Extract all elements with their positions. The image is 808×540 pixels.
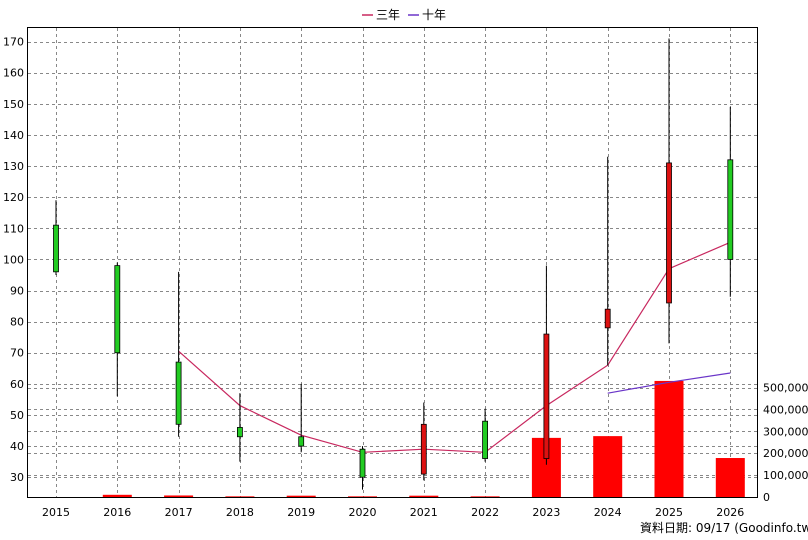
volume-bar	[470, 496, 500, 497]
volume-bar	[102, 494, 132, 497]
price-tick-label: 90	[10, 285, 24, 298]
volume-bar	[593, 436, 623, 497]
volume-tick-label: 400,000	[763, 403, 808, 416]
moving-average-line	[607, 372, 731, 394]
candle-body	[114, 265, 121, 354]
year-tick-label: 2021	[410, 506, 438, 519]
price-tick-label: 50	[10, 409, 24, 422]
volume-tick-label: 200,000	[763, 447, 808, 460]
candle-body	[604, 308, 611, 329]
legend-label-three-year: 三年	[376, 8, 400, 22]
year-axis-ticks: 2015 2016 2017 2018 2019 2020 2021 2022 2023 2024…	[42, 506, 744, 519]
price-tick-label: 130	[3, 160, 24, 173]
candle-body	[359, 448, 366, 478]
price-tick-label: 30	[10, 471, 24, 484]
candle-body	[543, 333, 550, 459]
legend: 三年 十年	[362, 8, 446, 22]
price-tick-label: 160	[3, 67, 24, 80]
price-tick-label: 110	[3, 222, 24, 235]
candlesticks	[53, 38, 734, 490]
year-tick-label: 2016	[103, 506, 131, 519]
candle-body	[727, 159, 734, 260]
candle-body	[420, 423, 427, 475]
volume-tick-label: 500,000	[763, 382, 808, 395]
year-tick-label: 2023	[532, 506, 560, 519]
volume-tick-label: 0	[763, 491, 770, 504]
volume-bar	[286, 495, 316, 497]
price-tick-label: 60	[10, 378, 24, 391]
candle-body	[53, 224, 59, 273]
price-tick-label: 80	[10, 316, 24, 329]
year-tick-label: 2015	[42, 506, 70, 519]
year-tick-label: 2019	[287, 506, 315, 519]
year-tick-label: 2024	[594, 506, 622, 519]
candle-body	[666, 162, 672, 304]
price-tick-label: 170	[3, 36, 24, 49]
price-tick-label: 40	[10, 440, 24, 453]
year-tick-label: 2017	[165, 506, 193, 519]
grid	[28, 28, 757, 497]
year-tick-label: 2018	[226, 506, 254, 519]
volume-tick-label: 100,000	[763, 469, 808, 482]
year-tick-label: 2022	[471, 506, 499, 519]
volume-axis-ticks: 0 100,000 200,000 300,000 400,000 500,000	[763, 382, 808, 504]
price-axis-ticks: 30 40 50 60 70 80 90 100 110 120 130 140 150 160 170	[3, 36, 24, 485]
candle-body	[236, 427, 243, 438]
volume-bars	[102, 380, 745, 497]
source-label: 資料日期: 09/17 (Goodinfo.tw)	[640, 521, 808, 535]
moving-average-line	[178, 241, 731, 453]
moving-average-lines	[178, 241, 731, 453]
candle-body	[298, 436, 305, 447]
volume-bar	[225, 496, 255, 497]
candle-body	[175, 361, 182, 425]
legend-label-ten-year: 十年	[422, 8, 446, 22]
year-tick-label: 2025	[655, 506, 683, 519]
volume-tick-label: 300,000	[763, 425, 808, 438]
volume-bar	[715, 458, 745, 497]
candle-body	[482, 420, 489, 459]
price-tick-label: 140	[3, 129, 24, 142]
volume-bar	[409, 495, 439, 497]
year-tick-label: 2026	[716, 506, 744, 519]
price-tick-label: 70	[10, 347, 24, 360]
price-tick-label: 100	[3, 253, 24, 266]
year-tick-label: 2020	[349, 506, 377, 519]
volume-bar	[348, 496, 377, 497]
plot-frame	[27, 27, 758, 498]
price-tick-label: 120	[3, 191, 24, 204]
price-tick-label: 150	[3, 98, 24, 111]
volume-bar	[164, 495, 194, 497]
volume-bar	[654, 380, 684, 497]
